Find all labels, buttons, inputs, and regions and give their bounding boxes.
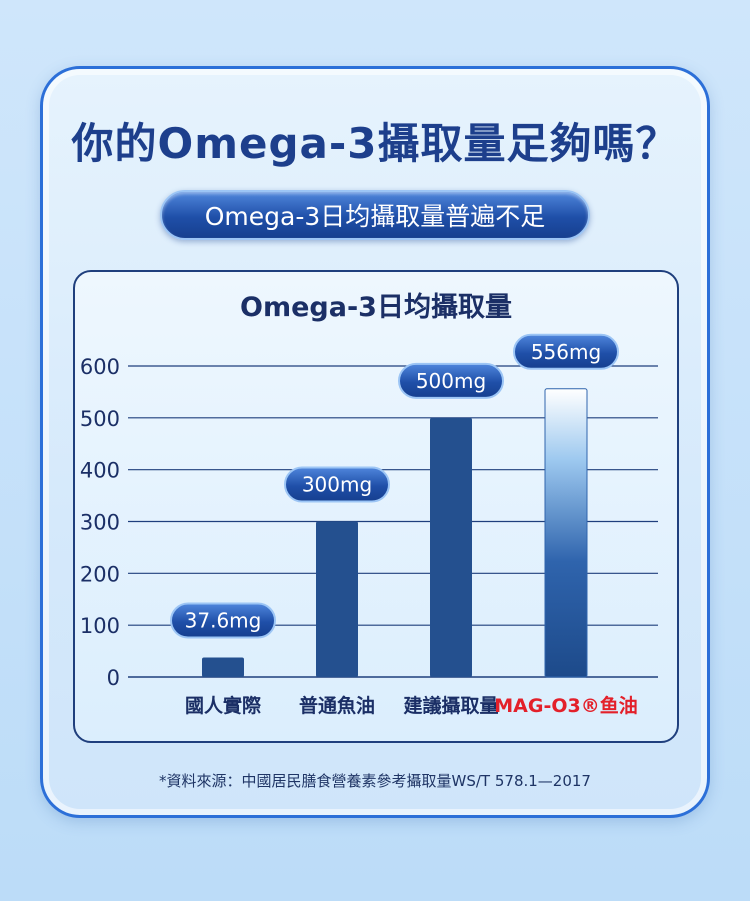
y-tick-label: 300 xyxy=(80,511,120,535)
y-tick-label: 400 xyxy=(80,459,120,483)
y-tick-label: 100 xyxy=(80,614,120,638)
page-title: 你的Omega-3攝取量足夠嗎？ xyxy=(71,119,679,168)
bar xyxy=(544,388,588,678)
y-tick-label: 200 xyxy=(80,562,120,586)
data-label: 300mg xyxy=(302,473,372,497)
bar xyxy=(430,417,472,677)
value-pill xyxy=(513,333,619,370)
data-label: 500mg xyxy=(416,369,486,393)
chart-title: Omega-3日均攝取量 xyxy=(240,292,512,323)
source-footnote: *資料來源：中國居民膳食營養素參考攝取量WS/T 578.1—2017 xyxy=(159,772,591,790)
bar xyxy=(202,657,244,677)
value-pill xyxy=(284,466,390,503)
data-label: 556mg xyxy=(531,340,601,364)
subtitle-badge: Omega-3日均攝取量普遍不足 xyxy=(160,190,590,240)
value-pill xyxy=(170,602,276,639)
x-tick-label: MAG-O3®鱼油 xyxy=(494,694,637,717)
value-pill xyxy=(398,362,504,399)
bar xyxy=(316,521,358,677)
x-tick-label: 普通魚油 xyxy=(299,694,375,717)
x-tick-label: 國人實際 xyxy=(185,694,262,717)
y-tick-label: 0 xyxy=(107,666,120,690)
x-tick-label: 建議攝取量 xyxy=(403,694,498,717)
y-tick-label: 600 xyxy=(80,355,120,379)
y-tick-label: 500 xyxy=(80,407,120,431)
data-label: 37.6mg xyxy=(185,609,262,633)
